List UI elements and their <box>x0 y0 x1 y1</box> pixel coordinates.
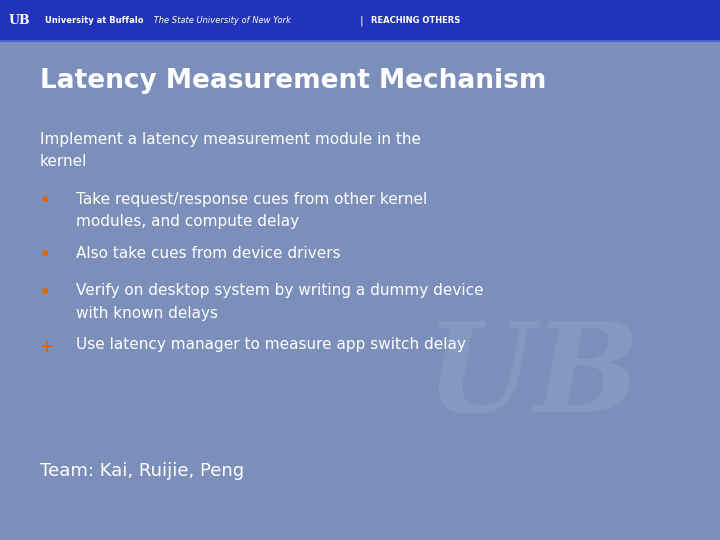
Text: REACHING OTHERS: REACHING OTHERS <box>371 16 460 25</box>
Text: kernel: kernel <box>40 154 87 169</box>
Text: |: | <box>360 15 364 25</box>
Text: modules, and compute delay: modules, and compute delay <box>76 214 299 230</box>
Text: UB: UB <box>9 14 30 27</box>
Text: University at Buffalo: University at Buffalo <box>45 16 143 25</box>
Text: The State University of New York: The State University of New York <box>151 16 291 25</box>
Text: •: • <box>40 192 50 210</box>
Text: UB: UB <box>426 317 640 438</box>
Text: Latency Measurement Mechanism: Latency Measurement Mechanism <box>40 68 546 93</box>
Text: with known delays: with known delays <box>76 306 217 321</box>
Text: Also take cues from device drivers: Also take cues from device drivers <box>76 246 341 261</box>
Text: Verify on desktop system by writing a dummy device: Verify on desktop system by writing a du… <box>76 284 483 299</box>
Text: •: • <box>40 284 50 301</box>
Text: +: + <box>40 338 53 355</box>
Text: Team: Kai, Ruijie, Peng: Team: Kai, Ruijie, Peng <box>40 462 244 480</box>
Text: Take request/response cues from other kernel: Take request/response cues from other ke… <box>76 192 427 207</box>
Text: Implement a latency measurement module in the: Implement a latency measurement module i… <box>40 132 420 147</box>
Text: Use latency manager to measure app switch delay: Use latency manager to measure app switc… <box>76 338 465 353</box>
FancyBboxPatch shape <box>0 0 720 40</box>
Text: •: • <box>40 246 50 264</box>
